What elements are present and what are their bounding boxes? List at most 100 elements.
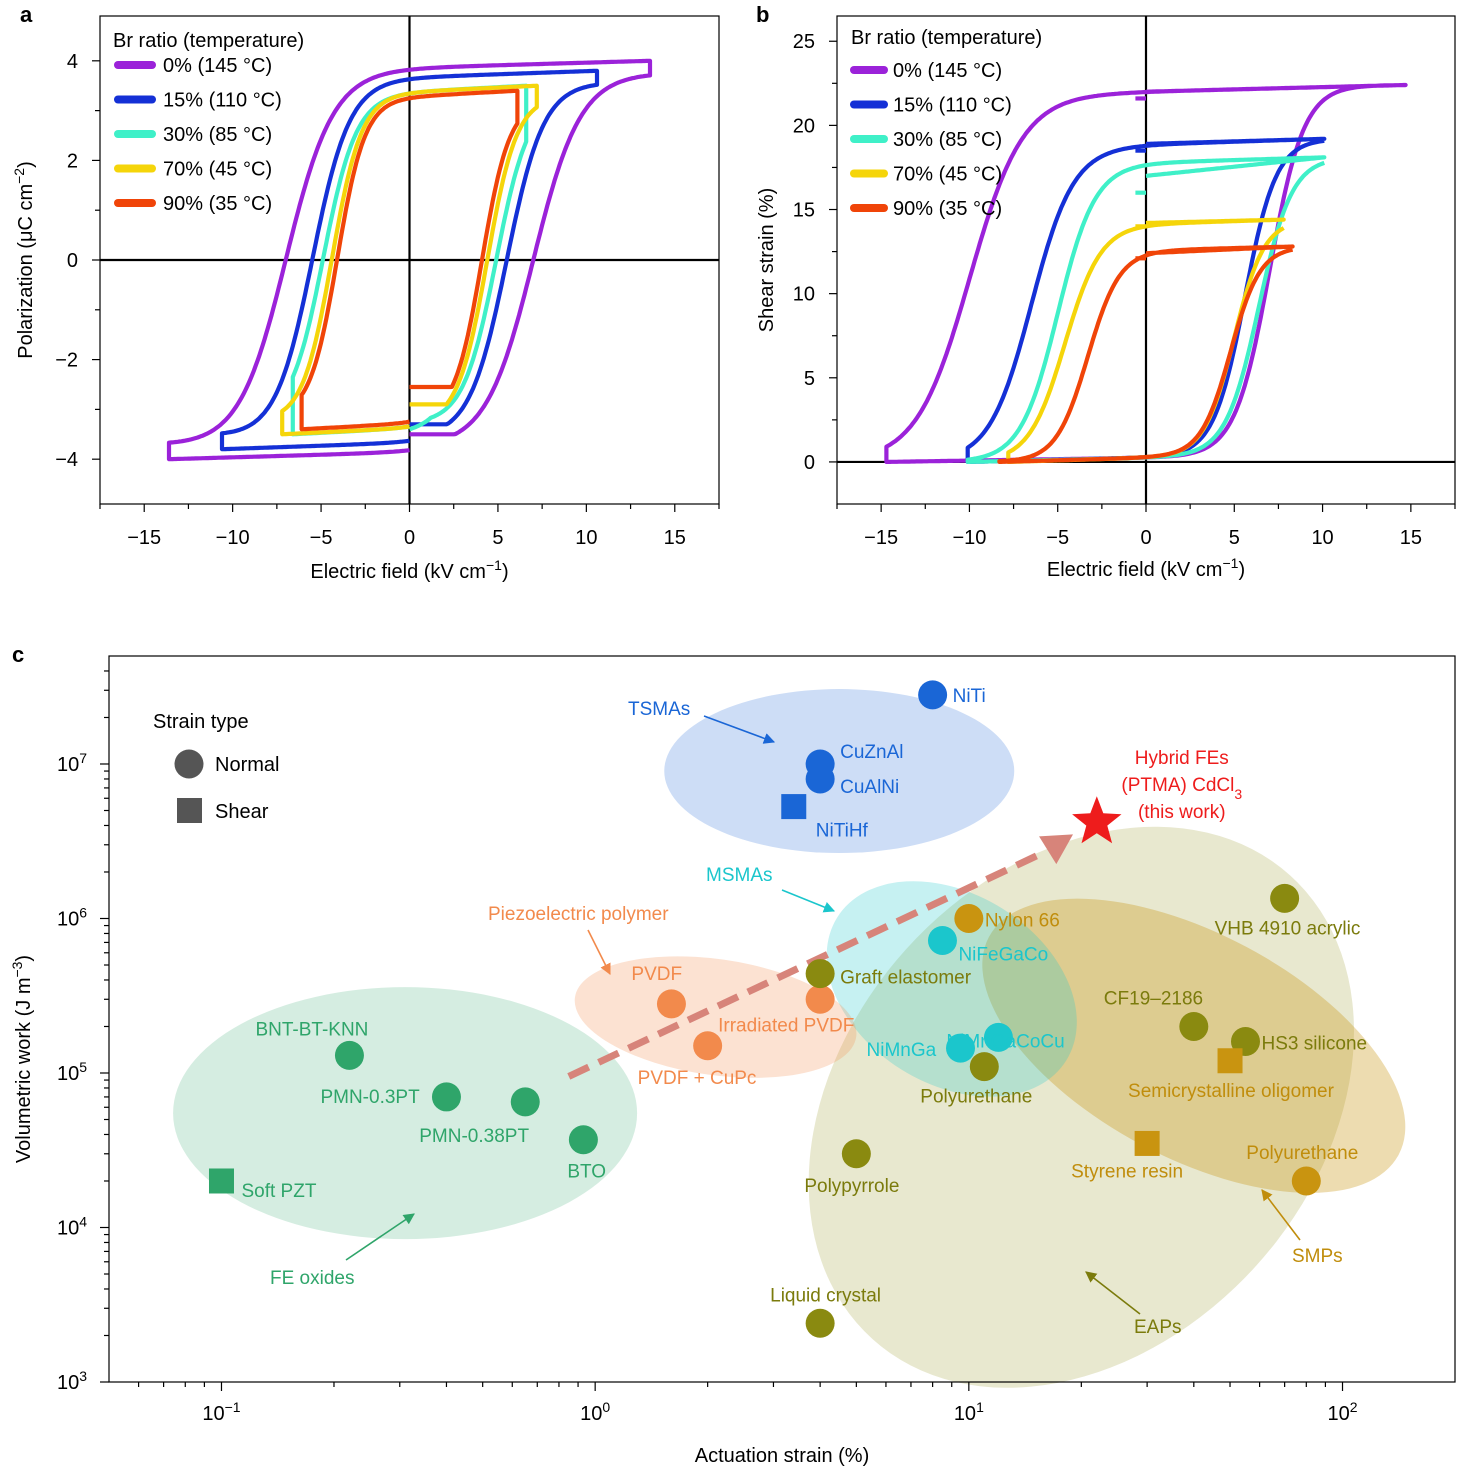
point-marker [431,1082,461,1112]
y-tick-base: 10 [57,1217,79,1239]
x-tick-label-c: 102 [1327,1399,1357,1425]
legend-label-a: 30% (85 °C) [163,124,272,146]
loop-a-series-4 [299,88,520,432]
x-axis-label-b-end: ) [1238,559,1245,581]
region-label: TSMAs [628,699,690,720]
this-work-label-2: (PTMA) CdCl3 [1121,775,1242,802]
y-axis-label-c-sup: −3 [9,961,25,977]
trend-arrow-line [567,848,1047,1080]
y-tick-label-a: 2 [67,150,78,172]
point-label: Graft elastomer [840,968,972,989]
legend-label-b: 0% (145 °C) [893,60,1002,82]
point-marker [805,1308,835,1338]
point-label: Polyurethane [1246,1143,1358,1164]
point-marker [918,680,948,710]
legend-label-b: 30% (85 °C) [893,129,1002,151]
x-tick-exp: 1 [976,1399,984,1415]
y-tick-label-b: 15 [793,200,815,222]
point-label: CuAlNi [840,777,899,798]
x-tick-label-b: −15 [864,527,898,549]
y-tick-label-b: 5 [804,368,815,390]
x-tick-label-a: −10 [216,527,250,549]
x-tick-label-b: 0 [1140,527,1151,549]
legend-label-b: 70% (45 °C) [893,164,1002,186]
point-marker-square [781,794,807,820]
point-marker [1291,1166,1321,1196]
region-eaps [808,826,1354,1388]
legend-title-c: Strain type [153,711,249,733]
point-label: PMN-0.3PT [320,1087,420,1108]
x-tick-label-b: −10 [952,527,986,549]
region-smps [982,898,1406,1193]
y-axis-label-b: Shear strain (%) [756,188,778,333]
region-piezo [574,956,857,1078]
y-tick-label-c: 104 [57,1213,87,1239]
x-tick-label-b: 5 [1229,527,1240,549]
region-label: MSMAs [706,865,773,886]
region-label-arrow [703,715,776,744]
point-marker [1270,883,1300,913]
x-tick-exp: 2 [1350,1399,1358,1415]
legend-label-a: 0% (145 °C) [163,55,272,77]
point-marker [805,959,835,989]
x-tick-base: 10 [1327,1403,1349,1425]
point-label: Polyurethane [920,1087,1032,1108]
point-marker [954,903,984,933]
legend-label-a: 90% (35 °C) [163,193,272,215]
legend-label-b: 15% (110 °C) [893,95,1012,117]
region-label-arrow [781,889,836,913]
legend-label-a: 15% (110 °C) [163,90,282,112]
y-tick-exp: 5 [79,1059,87,1075]
point-marker [1179,1011,1209,1041]
point-label: Semicrystalline oligomer [1128,1081,1335,1102]
y-tick-label-b: 20 [793,115,815,137]
point-label: PVDF + CuPc [638,1068,757,1089]
panel-b: b −15 −10 −5 0 5 10 15 0 5 10 15 20 25 Electric field … [756,2,1456,581]
y-tick-label-b: 10 [793,284,815,306]
y-tick-exp: 3 [79,1368,87,1384]
loop-a-series-3 [280,83,539,437]
y-axis-label-c-main: Volumetric work (J m [13,978,35,1164]
region-fe-oxides [173,987,638,1240]
loop-a-series-1 [219,68,600,452]
legend-title-b: Br ratio (temperature) [851,27,1042,49]
x-tick-label-b: 10 [1311,527,1333,549]
point-label: Nylon 66 [985,910,1060,931]
region-label-arrow [1085,1271,1141,1315]
region-label-arrow [587,929,611,976]
point-marker [983,1022,1013,1052]
point-label: CF19–2186 [1104,988,1203,1009]
x-tick-exp: −1 [225,1399,241,1415]
y-tick-base: 10 [57,1372,79,1394]
loop-a-series-0 [166,58,653,462]
x-axis-label-a-main: Electric field (kV cm [310,561,486,583]
region-label: Piezoelectric polymer [488,904,669,925]
x-tick-label-a: 0 [404,527,415,549]
region-label: SMPs [1292,1246,1343,1267]
this-work-label-1: Hybrid FEs [1135,748,1229,769]
point-marker [805,764,835,794]
x-axis-label-a: Electric field (kV cm−1) [310,557,508,583]
region-tsmas [664,689,1015,854]
point-marker-square [1217,1048,1243,1074]
x-axis-label-a-end: ) [502,561,509,583]
x-tick-label-a: 5 [492,527,503,549]
this-work-star [1072,796,1122,844]
panel-label-c: c [12,642,24,667]
y-tick-label-a: 4 [67,51,78,73]
x-axis-label-b-sup: −1 [1222,555,1238,571]
x-tick-label-b: −5 [1046,527,1069,549]
point-label: NiTiHf [816,821,869,842]
panel-label-b: b [756,2,769,27]
y-tick-label-c: 103 [57,1368,87,1394]
loop-b-series-2 [965,155,1327,464]
plot-frame-c [108,655,1456,1383]
this-work-label-3: (this work) [1138,802,1226,823]
point-marker [841,1139,871,1169]
this-work-label-2-sub: 3 [1234,786,1242,802]
y-axis-label-c: Volumetric work (J m−3) [9,955,35,1163]
y-tick-exp: 4 [79,1213,87,1229]
y-tick-label-c: 107 [57,750,87,776]
point-marker [927,926,957,956]
